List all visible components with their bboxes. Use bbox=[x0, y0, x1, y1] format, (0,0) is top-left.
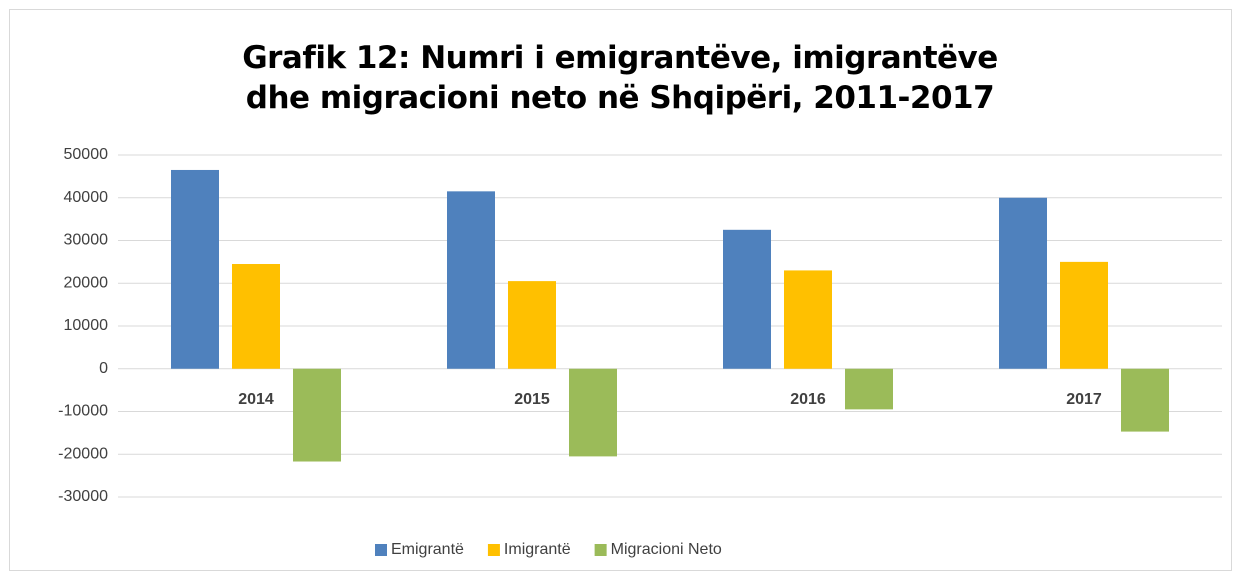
legend-swatch bbox=[375, 544, 387, 556]
y-tick-label: 0 bbox=[99, 360, 108, 377]
bar bbox=[723, 229, 771, 369]
bar bbox=[999, 197, 1047, 369]
bar bbox=[784, 270, 832, 369]
y-tick-label: 30000 bbox=[64, 232, 109, 249]
legend-label: Imigrantë bbox=[504, 541, 571, 558]
bar bbox=[845, 368, 893, 410]
legend-swatch bbox=[487, 544, 500, 556]
y-tick-label: -20000 bbox=[58, 445, 108, 462]
chart-title: Grafik 12: Numri i emigrantëve, imigrant… bbox=[242, 40, 998, 116]
y-tick-label: -10000 bbox=[58, 403, 108, 420]
legend-label: Migracioni Neto bbox=[611, 541, 722, 558]
x-tick-label: 2017 bbox=[1066, 391, 1102, 408]
bar bbox=[293, 368, 341, 462]
x-tick-label: 2014 bbox=[238, 391, 274, 408]
y-tick-label: -30000 bbox=[58, 488, 108, 505]
chart-border bbox=[9, 9, 1232, 571]
bar bbox=[171, 169, 219, 369]
legend-swatch bbox=[594, 544, 607, 556]
bar bbox=[232, 264, 280, 369]
bar bbox=[508, 281, 556, 369]
x-tick-label: 2015 bbox=[514, 391, 550, 408]
bar bbox=[447, 191, 495, 369]
y-tick-label: 50000 bbox=[64, 146, 109, 163]
bar bbox=[1060, 261, 1108, 369]
y-tick-label: 10000 bbox=[64, 317, 109, 334]
y-tick-label: 20000 bbox=[64, 274, 109, 291]
bar bbox=[1121, 368, 1169, 432]
x-tick-label: 2016 bbox=[790, 391, 826, 408]
legend-label: Emigrantë bbox=[391, 541, 464, 558]
y-tick-label: 40000 bbox=[64, 189, 109, 206]
bar bbox=[569, 368, 617, 457]
